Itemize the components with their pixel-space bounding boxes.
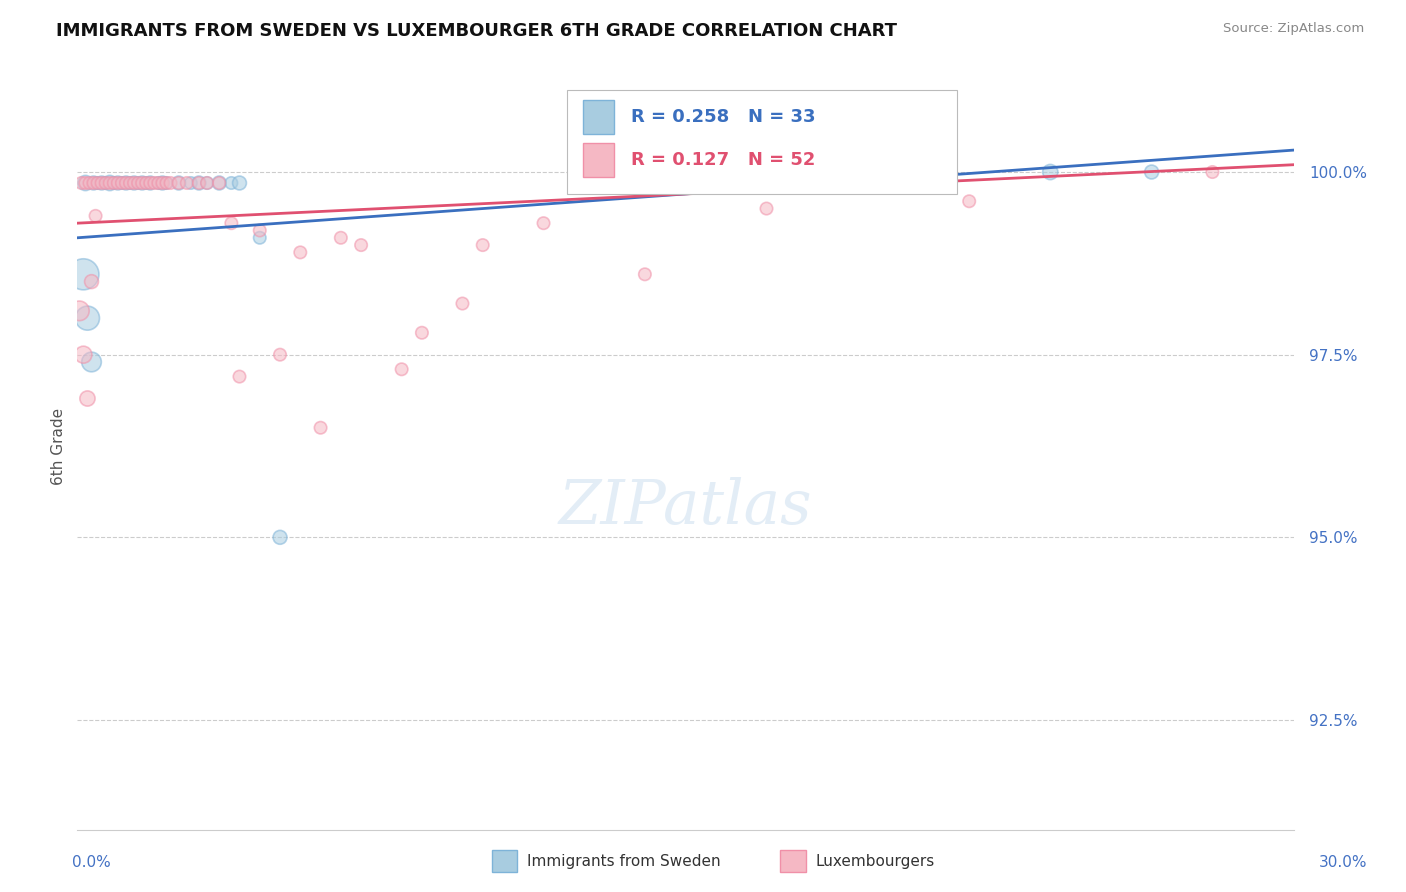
Point — [94, 176, 117, 190]
Point — [67, 303, 90, 318]
Point — [391, 362, 413, 376]
Point — [111, 176, 134, 190]
Point — [131, 176, 153, 190]
Point — [269, 530, 291, 544]
Text: R = 0.127   N = 52: R = 0.127 N = 52 — [631, 151, 815, 169]
Point — [72, 268, 94, 282]
Point — [80, 275, 103, 289]
Point — [195, 176, 218, 190]
Point — [111, 176, 134, 190]
Point — [98, 176, 121, 190]
Text: 0.0%: 0.0% — [72, 855, 111, 870]
Point — [148, 176, 170, 190]
Point — [350, 238, 373, 252]
Point — [107, 176, 129, 190]
Text: IMMIGRANTS FROM SWEDEN VS LUXEMBOURGER 6TH GRADE CORRELATION CHART: IMMIGRANTS FROM SWEDEN VS LUXEMBOURGER 6… — [56, 22, 897, 40]
Point — [72, 348, 94, 362]
Text: R = 0.258   N = 33: R = 0.258 N = 33 — [631, 108, 815, 126]
Point — [221, 176, 243, 190]
Point — [118, 176, 141, 190]
Point — [139, 176, 162, 190]
Point — [107, 176, 129, 190]
Point — [1201, 165, 1223, 179]
Point — [75, 176, 97, 190]
Point — [897, 165, 920, 179]
Y-axis label: 6th Grade: 6th Grade — [51, 408, 66, 484]
Text: Luxembourgers: Luxembourgers — [815, 855, 935, 869]
Point — [957, 194, 980, 209]
Text: ZIPatlas: ZIPatlas — [558, 477, 813, 537]
Point — [131, 176, 153, 190]
Point — [249, 231, 271, 245]
Point — [103, 176, 125, 190]
Point — [152, 176, 174, 190]
Point — [143, 176, 166, 190]
Point — [83, 176, 105, 190]
Point — [83, 176, 105, 190]
Point — [122, 176, 145, 190]
Point — [471, 238, 494, 252]
Point — [90, 176, 112, 190]
Point — [70, 176, 93, 190]
Point — [195, 176, 218, 190]
Point — [152, 176, 174, 190]
Point — [188, 176, 211, 190]
Point — [86, 176, 108, 190]
Point — [290, 245, 312, 260]
Point — [155, 176, 177, 190]
Point — [155, 176, 177, 190]
Point — [103, 176, 125, 190]
Point — [86, 176, 108, 190]
Point — [180, 176, 202, 190]
Point — [167, 176, 190, 190]
Point — [90, 176, 112, 190]
Point — [75, 176, 97, 190]
Point — [167, 176, 190, 190]
Point — [221, 216, 243, 230]
Point — [208, 176, 231, 190]
Point — [228, 176, 250, 190]
Point — [329, 231, 352, 245]
Point — [127, 176, 149, 190]
Point — [837, 179, 859, 194]
Point — [533, 216, 555, 230]
Text: Immigrants from Sweden: Immigrants from Sweden — [527, 855, 721, 869]
Point — [115, 176, 138, 190]
Point — [76, 311, 98, 326]
Point — [451, 296, 474, 310]
Point — [84, 209, 107, 223]
Point — [159, 176, 181, 190]
Point — [1140, 165, 1163, 179]
Point — [135, 176, 157, 190]
Point — [188, 176, 211, 190]
Point — [80, 355, 103, 369]
Point — [76, 392, 98, 406]
Point — [98, 176, 121, 190]
Point — [118, 176, 141, 190]
Point — [122, 176, 145, 190]
Point — [176, 176, 198, 190]
Point — [94, 176, 117, 190]
Point — [135, 176, 157, 190]
Point — [208, 176, 231, 190]
Point — [228, 369, 250, 384]
Point — [115, 176, 138, 190]
Point — [1039, 165, 1062, 179]
Text: 30.0%: 30.0% — [1319, 855, 1367, 870]
Point — [411, 326, 433, 340]
Point — [148, 176, 170, 190]
Point — [269, 348, 291, 362]
Point — [755, 202, 778, 216]
Point — [139, 176, 162, 190]
Text: Source: ZipAtlas.com: Source: ZipAtlas.com — [1223, 22, 1364, 36]
Point — [127, 176, 149, 190]
Point — [79, 176, 101, 190]
Point — [309, 421, 332, 435]
Point — [634, 268, 657, 282]
Point — [249, 223, 271, 237]
